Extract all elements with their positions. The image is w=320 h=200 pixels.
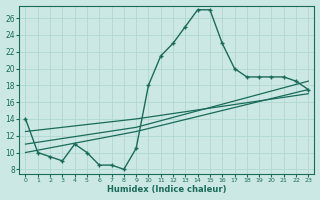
X-axis label: Humidex (Indice chaleur): Humidex (Indice chaleur) [107,185,227,194]
